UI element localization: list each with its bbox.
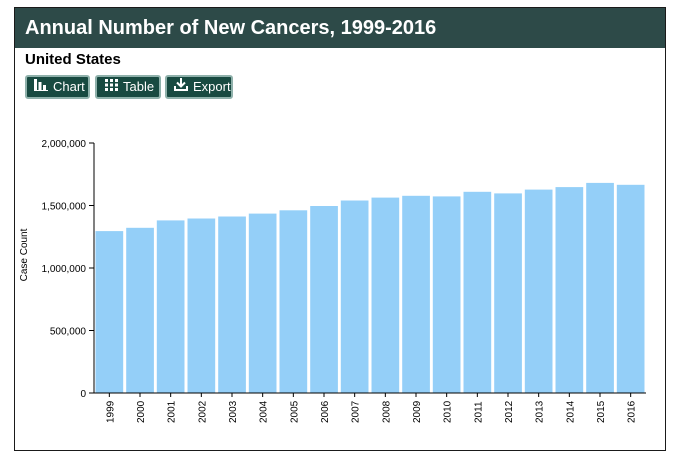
y-tick-label: 1,500,000 [42,202,87,213]
chart-button[interactable]: Chart [25,75,90,99]
x-tick: 2009 [412,393,423,423]
bar-2011[interactable] [463,191,492,394]
bar-2010[interactable] [432,196,461,393]
chart-subtitle: United States [25,51,121,68]
y-tick: 1,000,000 [42,264,94,275]
x-tick-label: 2012 [504,400,515,423]
table-button-label: Table [123,79,155,94]
bar-2007[interactable] [340,200,369,394]
bar-2005[interactable] [279,210,308,394]
table-button[interactable]: Table [95,75,161,99]
y-tick: 1,500,000 [42,202,94,213]
bar-series [95,182,645,394]
y-tick: 0 [80,389,94,400]
bar-chart-icon [33,77,49,97]
x-tick: 2012 [504,393,515,423]
x-tick: 2005 [289,393,300,423]
y-axis: 0 500,000 1,000,000 1,500,000 2,000,000 [42,139,95,400]
x-tick: 2008 [381,393,392,423]
y-tick: 500,000 [50,327,94,338]
export-button-label: Export [193,79,231,94]
x-tick: 2015 [596,393,607,423]
x-tick-label: 2010 [443,400,454,423]
x-tick: 2004 [259,393,270,423]
x-tick: 2016 [627,393,638,423]
x-tick-label: 2016 [627,400,638,423]
x-tick: 2014 [565,393,576,423]
download-icon [173,77,189,97]
x-tick-label: 2011 [473,401,484,423]
bar-2014[interactable] [555,187,584,393]
x-tick-label: 2004 [259,400,270,423]
x-tick: 2011 [473,393,484,423]
x-tick-label: 2007 [351,400,362,423]
bar-2006[interactable] [310,206,338,393]
x-tick: 2013 [535,393,546,423]
x-tick-label: 2001 [167,400,178,423]
x-axis: 1999 2000 2001 2002 2003 2004 2005 2006 2007 2008… [94,392,646,423]
bar-2016[interactable] [616,184,645,394]
y-tick: 2,000,000 [42,139,94,150]
x-tick-label: 1999 [105,400,116,423]
bar-2000[interactable] [126,227,154,394]
x-tick: 2010 [443,393,454,423]
x-tick-label: 2008 [381,400,392,423]
bar-2013[interactable] [524,189,553,393]
bar-2008[interactable] [371,197,400,393]
x-tick: 2001 [167,393,178,423]
x-tick-label: 2000 [136,400,147,423]
x-tick-label: 2009 [412,400,423,423]
y-axis-label: Case Count [19,228,30,281]
bar-2009[interactable] [402,195,430,394]
bar-2003[interactable] [218,216,246,394]
page-title: Annual Number of New Cancers, 1999-2016 [15,8,665,48]
y-tick-label: 500,000 [50,327,87,338]
table-grid-icon [103,77,119,97]
x-tick: 2002 [197,393,208,423]
y-tick-label: 0 [80,389,86,400]
x-tick-label: 2003 [228,400,239,423]
bar-2012[interactable] [494,193,522,393]
x-tick: 2006 [320,393,331,423]
x-tick: 2007 [351,393,362,423]
x-tick-label: 2006 [320,400,331,423]
bar-2001[interactable] [156,220,185,393]
bar-1999[interactable] [95,231,124,393]
x-tick: 1999 [105,393,116,423]
bar-2002[interactable] [187,218,216,394]
x-tick-label: 2002 [197,400,208,423]
y-tick-label: 2,000,000 [42,139,87,150]
x-tick-label: 2005 [289,400,300,423]
x-tick-label: 2015 [596,400,607,423]
x-tick-label: 2013 [535,400,546,423]
y-tick-label: 1,000,000 [42,264,87,275]
chart-button-label: Chart [53,79,85,94]
export-button[interactable]: Export [165,75,233,99]
x-tick: 2000 [136,393,147,423]
bar-2004[interactable] [248,213,277,393]
x-tick: 2003 [228,393,239,423]
x-tick-label: 2014 [565,400,576,423]
bar-2015[interactable] [586,182,614,393]
